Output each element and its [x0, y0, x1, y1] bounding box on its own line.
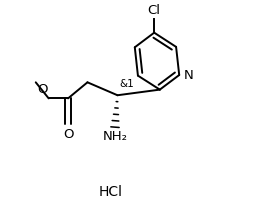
Text: Cl: Cl: [147, 4, 160, 17]
Text: O: O: [62, 128, 73, 141]
Text: N: N: [183, 69, 192, 82]
Text: HCl: HCl: [99, 185, 122, 199]
Text: O: O: [37, 83, 47, 96]
Text: &1: &1: [119, 79, 134, 89]
Text: NH₂: NH₂: [102, 130, 127, 143]
